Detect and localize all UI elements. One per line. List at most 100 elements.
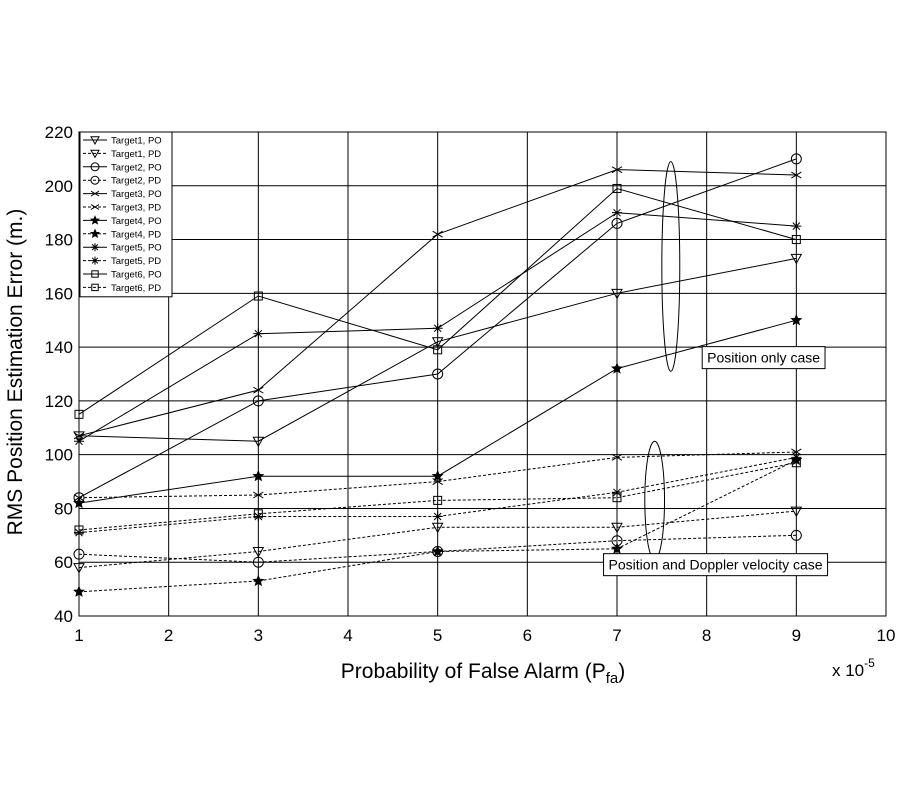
- y-tick-label: 160: [45, 284, 73, 303]
- series-12: [74, 458, 801, 535]
- x-tick-label: 8: [702, 626, 711, 645]
- legend-entry: Target2, PD: [83, 175, 161, 187]
- data-point: [253, 386, 264, 394]
- data-point: [73, 431, 85, 442]
- x-axis-multiplier: x 10-5: [832, 656, 875, 680]
- series-7: [72, 313, 803, 509]
- data-point: [612, 493, 622, 503]
- series-5: [73, 166, 802, 440]
- data-point: [432, 478, 443, 485]
- data-point: [74, 409, 84, 419]
- data-point: [433, 495, 443, 505]
- x-tick-label: 5: [433, 626, 442, 645]
- data-point: [252, 436, 265, 448]
- data-point: [253, 511, 264, 522]
- data-point: [790, 253, 803, 265]
- data-point: [252, 395, 264, 407]
- annotation-label: Position only case: [707, 350, 820, 366]
- y-axis-ticks: 40 60 80 100 120 140 160 180 200 220: [45, 123, 73, 626]
- x-axis-multiplier-exponent: -5: [864, 656, 875, 670]
- legend-swatch-marker: [90, 149, 100, 159]
- legend-label: Target5, PD: [111, 256, 161, 267]
- data-point: [611, 166, 623, 174]
- y-tick-label: 120: [45, 392, 73, 411]
- data-point: [790, 313, 803, 326]
- y-tick-label: 100: [45, 446, 73, 465]
- data-point: [73, 585, 85, 597]
- legend-label: Target2, PD: [111, 176, 161, 187]
- annotation-2: Position and Doppler velocity case: [603, 440, 829, 577]
- legend-label: Target4, PD: [111, 229, 161, 240]
- legend-swatch-marker: [91, 256, 99, 265]
- y-axis-title: RMS Position Estimation Error (m.): [4, 209, 27, 536]
- legend-swatch-marker: [90, 204, 100, 210]
- data-point: [611, 522, 623, 534]
- data-point: [432, 368, 444, 380]
- legend: Target1, PO Target1, PD Target2, PO Target2…: [79, 131, 173, 298]
- annotation-box: [701, 346, 826, 370]
- legend-label: Target2, PO: [111, 162, 162, 173]
- series-line: [78, 158, 797, 499]
- x-tick-label: 3: [254, 626, 263, 645]
- data-point: [73, 548, 85, 560]
- legend-entry: Target3, PD: [83, 203, 161, 214]
- legend-entry: Target4, PO: [83, 215, 162, 227]
- x-tick-label: 4: [343, 626, 352, 645]
- annotation-ellipse: [644, 440, 666, 561]
- y-tick-label: 60: [54, 553, 73, 572]
- x-axis-title: Probability of False Alarm (Pfa): [341, 660, 625, 687]
- legend-swatch-marker: [90, 190, 100, 197]
- data-point: [790, 529, 802, 541]
- annotations: Position only case Position and Doppler v…: [603, 161, 829, 577]
- plot-area-frame: [78, 131, 887, 617]
- annotation-box: [603, 553, 829, 577]
- series-line: [78, 456, 797, 534]
- data-point: [431, 522, 444, 534]
- x-axis-title-close: ): [618, 660, 625, 683]
- legend-entry: Target6, PO: [83, 270, 162, 281]
- series-9: [74, 207, 802, 447]
- legend-label: Target3, PD: [111, 203, 161, 214]
- series-1: [73, 253, 803, 448]
- legend-label: Target1, PD: [111, 149, 161, 160]
- x-tick-label: 2: [164, 626, 173, 645]
- legend-entry: Target1, PO: [83, 136, 162, 147]
- data-point: [611, 362, 623, 374]
- data-point: [253, 509, 263, 519]
- legend-entry: Target6, PD: [83, 283, 161, 294]
- data-point: [253, 328, 264, 339]
- legend-entry: Target5, PO: [83, 243, 162, 254]
- legend-entry: Target3, PO: [83, 189, 162, 200]
- data-point: [791, 235, 801, 245]
- x-axis-title-main: Probability of False Alarm (P: [341, 660, 606, 683]
- legend-swatch-marker: [91, 270, 99, 278]
- data-point: [253, 291, 263, 301]
- data-point: [791, 221, 802, 232]
- series-line: [78, 510, 797, 569]
- series-2: [73, 506, 803, 574]
- annotation-1: Position only case: [661, 161, 826, 372]
- data-point: [610, 542, 624, 554]
- data-point: [74, 527, 84, 538]
- legend-swatch-marker: [90, 175, 100, 185]
- legend-label: Target6, PD: [111, 283, 161, 294]
- legend-entry: Target2, PO: [83, 162, 162, 173]
- annotation-label: Position and Doppler velocity case: [609, 557, 823, 573]
- y-tick-label: 80: [54, 499, 73, 518]
- data-point: [611, 217, 623, 229]
- legend-label: Target4, PO: [111, 216, 162, 227]
- y-tick-label: 220: [45, 123, 73, 142]
- data-point: [252, 556, 264, 568]
- x-axis-multiplier-base: x 10: [832, 661, 864, 680]
- data-point: [73, 563, 85, 574]
- legend-swatch-marker: [89, 215, 101, 225]
- x-tick-label: 7: [612, 626, 621, 645]
- legend-entry: Target5, PD: [83, 256, 161, 267]
- legend-label: Target1, PO: [111, 136, 162, 147]
- data-point: [791, 452, 802, 463]
- legend-entry: Target1, PD: [83, 149, 161, 160]
- x-tick-label: 6: [523, 626, 532, 645]
- y-tick-label: 200: [45, 177, 73, 196]
- grid: [79, 132, 886, 616]
